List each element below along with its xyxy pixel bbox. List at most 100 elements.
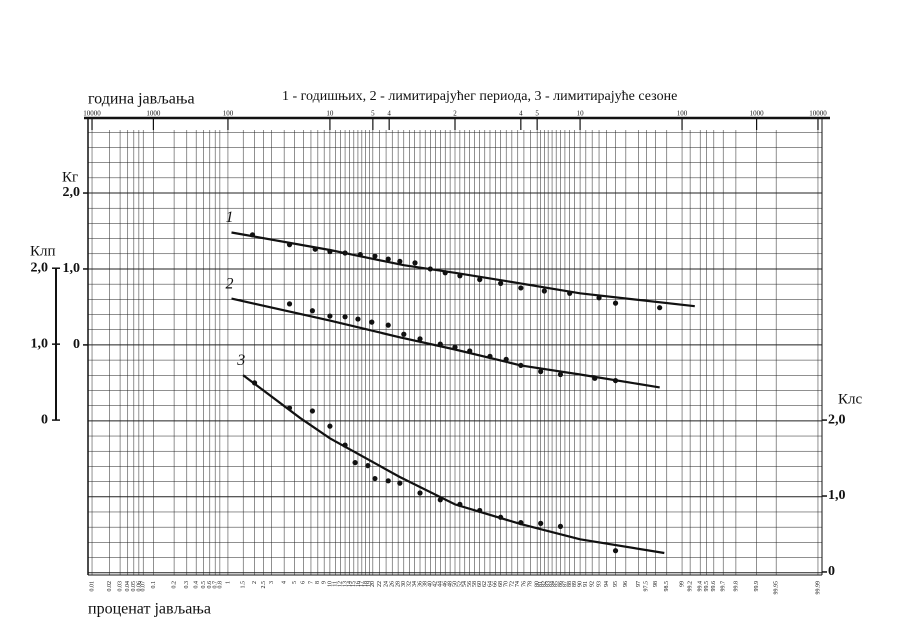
x-tick-label: 16 (355, 581, 361, 587)
data-point (397, 480, 403, 486)
y2-axis-title: Клп (30, 243, 56, 259)
data-point (312, 246, 318, 252)
x-tick-label: 84 (549, 581, 555, 587)
data-point (397, 258, 403, 264)
data-point (657, 305, 663, 311)
x-tick-label: 0.2 (171, 581, 177, 589)
x-tick-label: 94 (604, 581, 610, 587)
data-point (437, 497, 443, 503)
x-tick-label: 76 (521, 581, 527, 587)
data-point (417, 490, 423, 496)
x-tick-label: 7 (308, 581, 314, 584)
x-axis-title: проценат јављања (88, 601, 211, 618)
data-point (385, 322, 391, 328)
series-label: 3 (236, 352, 245, 369)
data-point (557, 371, 564, 378)
x-tick-label: 99.7 (721, 581, 727, 592)
data-point (567, 290, 573, 296)
x-tick-label: 48 (447, 581, 453, 587)
data-point (518, 362, 524, 369)
x-top-tick-label: 10000 (83, 110, 101, 118)
data-point (357, 251, 363, 258)
series-label: 1 (225, 209, 233, 226)
x-tick-label: 18 (363, 581, 369, 587)
data-point (286, 242, 293, 248)
x-tick-label: 70 (504, 581, 510, 587)
x-tick-label: 11 (333, 581, 339, 587)
x-tick-label: 1.5 (241, 581, 247, 589)
x-tick-label: 9 (322, 581, 328, 584)
data-point (372, 253, 378, 259)
data-point (503, 356, 509, 362)
data-point (596, 295, 602, 301)
data-point (612, 377, 619, 384)
data-point (385, 478, 391, 484)
x-tick-label: 26 (390, 581, 396, 587)
x-tick-label: 0.1 (151, 581, 157, 589)
data-point (417, 336, 423, 342)
x-tick-label: 34 (412, 581, 418, 587)
x-tick-label: 0.01 (89, 581, 95, 592)
data-point (286, 405, 293, 411)
y-tick-label: 2,0 (63, 185, 81, 200)
x-tick-label: 64 (487, 581, 493, 587)
x-tick-label: 99.4 (698, 581, 704, 592)
y-axis-title: Кг (62, 169, 78, 185)
x-tick-label: 87 (562, 581, 568, 587)
x-tick-label: 99.99 (815, 581, 821, 595)
data-point (557, 523, 564, 529)
x-tick-label: 17 (359, 581, 365, 587)
y3-tick-label: 2,0 (828, 412, 846, 427)
data-point (477, 507, 483, 514)
x-tick-label: 40 (428, 581, 434, 587)
data-point (342, 314, 348, 320)
data-point (427, 266, 433, 272)
x-tick-label: 19 (367, 581, 373, 587)
y3-tick-label: 0 (828, 564, 835, 579)
x-tick-label: 50 (452, 581, 458, 587)
fit-line (242, 374, 665, 555)
x-tick-label: 13 (342, 581, 348, 587)
x-tick-label: 97.5 (644, 581, 650, 592)
y-tick-label: 0 (73, 337, 80, 352)
x-tick-label: 99.5 (704, 581, 710, 592)
x-tick-label: 2.5 (261, 581, 267, 589)
data-point (518, 285, 524, 291)
data-point (442, 270, 448, 276)
data-point (518, 520, 524, 526)
x-tick-label: 96 (623, 581, 629, 587)
data-point (342, 442, 348, 448)
y-tick-label: 1,0 (63, 261, 81, 276)
x-tick-label: 0.4 (194, 581, 200, 589)
data-point (592, 375, 598, 381)
x-tick-label: 56 (467, 581, 473, 587)
x-tick-label: 0.7 (213, 581, 219, 589)
x-top-tick-label: 10000 (809, 110, 827, 118)
x-tick-label: 81 (538, 581, 544, 587)
x-tick-label: 24 (383, 581, 389, 587)
x-tick-label: 1 (225, 581, 231, 584)
x-tick-label: 78 (528, 581, 534, 587)
x-tick-label: 0.03 (117, 581, 123, 592)
data-point (437, 341, 443, 347)
y2-tick-label: 2,0 (31, 260, 49, 275)
data-point (477, 276, 483, 283)
data-point (309, 408, 316, 414)
x-tick-label: 8 (315, 581, 321, 584)
data-point (327, 313, 333, 319)
data-point (538, 368, 544, 375)
x-tick-label: 58 (472, 581, 478, 587)
data-point (457, 273, 463, 279)
x-top-tick-label: 4 (387, 110, 391, 118)
x-top-tick-label: 100 (677, 110, 688, 118)
data-point (538, 520, 544, 526)
y3-tick-label: 1,0 (828, 488, 846, 503)
x-tick-label: 0.05 (131, 581, 137, 592)
data-point (352, 460, 358, 466)
x-tick-label: 6 (301, 581, 307, 584)
top-axis-title: година јављања (88, 91, 195, 108)
x-tick-label: 80 (535, 581, 541, 587)
x-tick-label: 54 (462, 581, 468, 587)
x-tick-label: 22 (377, 581, 383, 587)
x-tick-label: 62 (482, 581, 488, 587)
